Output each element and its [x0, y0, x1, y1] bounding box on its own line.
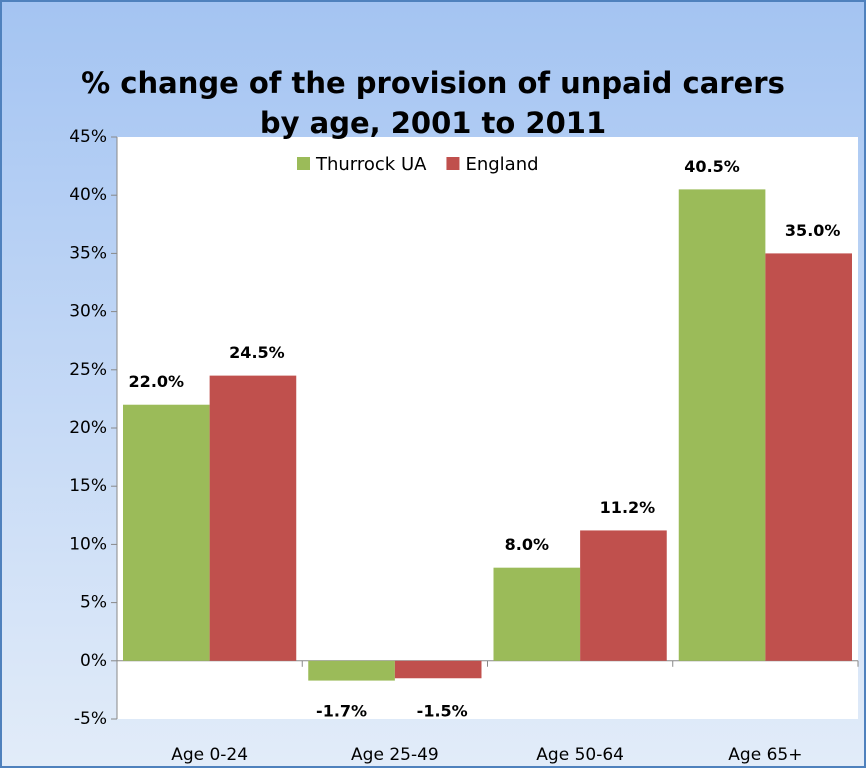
bar [678, 189, 766, 661]
chart-title: by age, 2001 to 2011 [260, 106, 606, 140]
value-label: 24.5% [229, 343, 285, 362]
bar [580, 530, 667, 661]
value-label: 22.0% [129, 372, 185, 391]
bar [123, 404, 210, 661]
legend-swatch [297, 157, 310, 170]
value-label: 40.5% [684, 157, 740, 176]
bar [209, 375, 297, 661]
y-tick-label: 25% [69, 360, 107, 380]
y-tick-label: 35% [69, 243, 107, 263]
y-tick-label: 10% [69, 534, 107, 554]
x-tick-label: Age 25-49 [351, 745, 439, 765]
value-label: 8.0% [505, 535, 549, 554]
bar [308, 660, 395, 681]
value-label: 11.2% [600, 498, 656, 517]
x-tick-label: Age 50-64 [536, 745, 624, 765]
y-tick-label: 20% [69, 418, 107, 438]
legend-label: Thurrock UA [315, 154, 427, 175]
y-tick-label: 0% [80, 651, 107, 671]
value-label: -1.7% [316, 702, 367, 721]
y-tick-label: -5% [74, 709, 107, 729]
bar [394, 660, 482, 679]
x-tick-label: Age 65+ [728, 745, 802, 765]
bar [493, 567, 581, 661]
y-tick-label: 45% [69, 127, 107, 147]
y-tick-label: 5% [80, 593, 107, 613]
y-tick-label: 30% [69, 302, 107, 322]
legend-label: England [465, 154, 538, 175]
x-tick-label: Age 0-24 [171, 745, 248, 765]
value-label: -1.5% [417, 702, 468, 721]
y-tick-label: 15% [69, 476, 107, 496]
y-tick-label: 40% [69, 185, 107, 205]
bar [765, 253, 852, 661]
value-label: 35.0% [785, 221, 841, 240]
legend-swatch [446, 157, 460, 170]
chart-title: % change of the provision of unpaid care… [81, 66, 785, 100]
